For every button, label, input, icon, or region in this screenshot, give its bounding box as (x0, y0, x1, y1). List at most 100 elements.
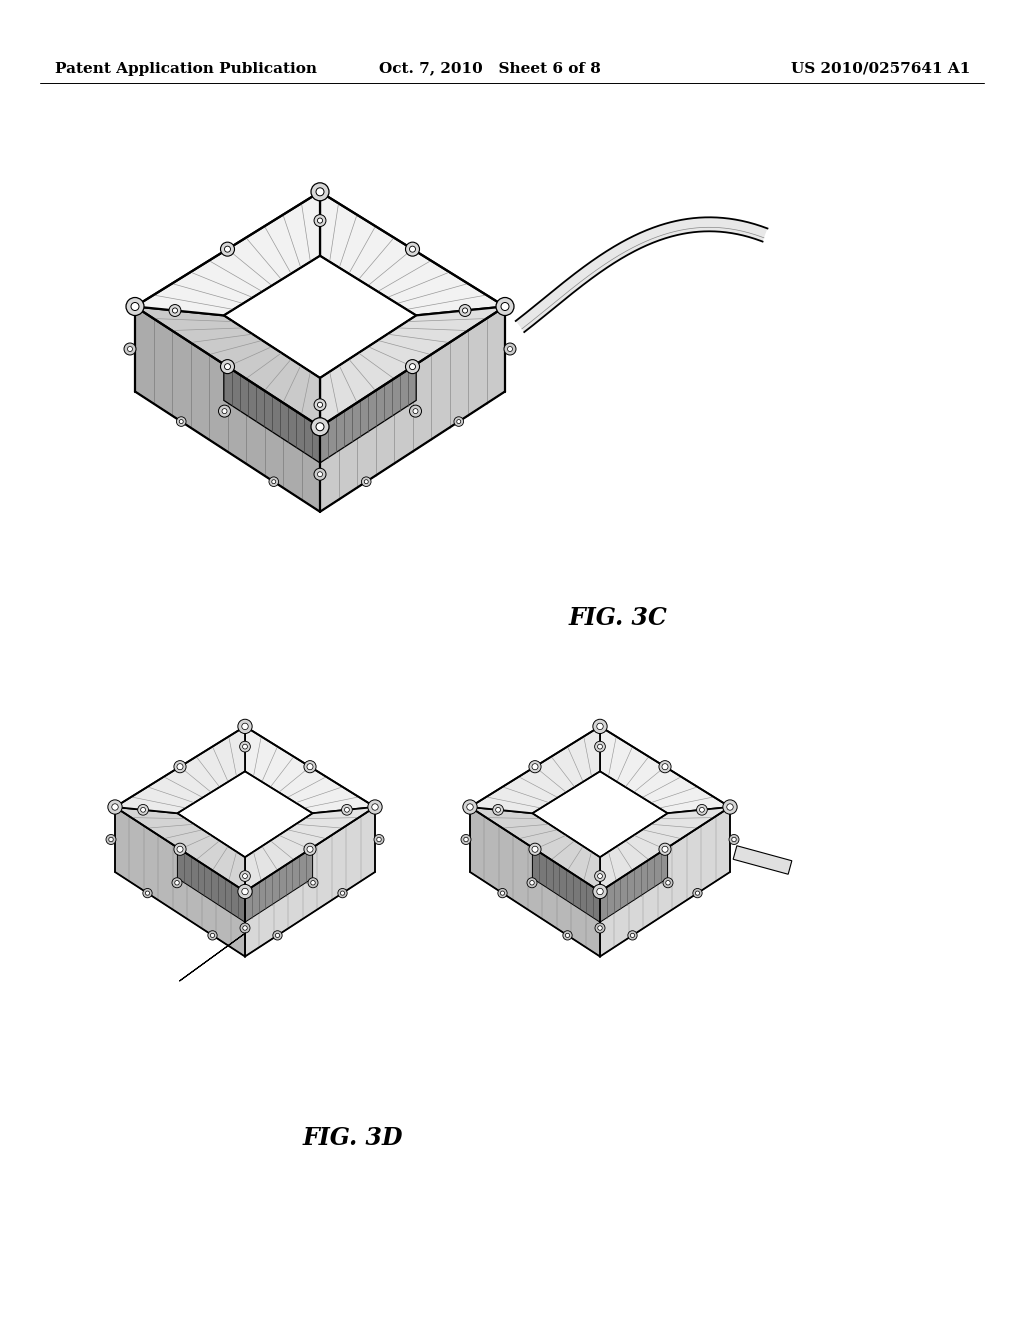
Circle shape (457, 420, 461, 424)
Circle shape (143, 888, 153, 898)
Circle shape (361, 477, 371, 487)
Polygon shape (600, 726, 730, 813)
Circle shape (598, 925, 602, 931)
Polygon shape (115, 807, 245, 891)
Circle shape (496, 808, 501, 812)
Circle shape (598, 744, 602, 748)
Text: US 2010/0257641 A1: US 2010/0257641 A1 (791, 62, 970, 75)
Circle shape (662, 764, 668, 770)
Circle shape (723, 800, 737, 814)
Circle shape (595, 742, 605, 752)
Circle shape (314, 469, 326, 480)
Circle shape (662, 846, 668, 853)
Circle shape (529, 760, 541, 772)
Circle shape (406, 242, 420, 256)
Circle shape (220, 242, 234, 256)
Circle shape (108, 800, 122, 814)
Polygon shape (135, 306, 319, 512)
Circle shape (342, 804, 352, 816)
Circle shape (372, 804, 378, 810)
Circle shape (179, 420, 183, 424)
Polygon shape (470, 807, 600, 957)
Circle shape (527, 878, 537, 888)
Circle shape (727, 804, 733, 810)
Polygon shape (135, 306, 319, 426)
Circle shape (598, 874, 602, 879)
Polygon shape (319, 306, 505, 512)
Circle shape (593, 719, 607, 734)
Circle shape (137, 804, 148, 816)
Polygon shape (245, 807, 375, 891)
Circle shape (663, 878, 673, 888)
Circle shape (504, 343, 516, 355)
Circle shape (174, 760, 186, 772)
Circle shape (224, 246, 230, 252)
Circle shape (565, 933, 569, 937)
Circle shape (658, 843, 671, 855)
Circle shape (316, 187, 324, 195)
Circle shape (242, 723, 248, 730)
Text: FIG. 3D: FIG. 3D (302, 1126, 402, 1150)
Circle shape (529, 880, 535, 884)
Circle shape (271, 479, 275, 483)
Polygon shape (115, 726, 245, 813)
Circle shape (410, 405, 422, 417)
Circle shape (464, 837, 468, 842)
Circle shape (628, 931, 637, 940)
Polygon shape (319, 306, 505, 426)
Circle shape (732, 837, 736, 842)
Circle shape (238, 884, 252, 899)
Circle shape (169, 305, 181, 317)
Circle shape (461, 834, 471, 845)
Polygon shape (470, 726, 600, 813)
Circle shape (317, 471, 323, 477)
Circle shape (240, 923, 250, 933)
Circle shape (593, 884, 607, 899)
Circle shape (410, 246, 416, 252)
Circle shape (174, 843, 186, 855)
Circle shape (463, 308, 468, 313)
Circle shape (175, 880, 179, 884)
Circle shape (317, 218, 323, 223)
Circle shape (493, 804, 504, 816)
Circle shape (269, 477, 279, 487)
Polygon shape (600, 807, 730, 957)
Circle shape (124, 343, 136, 355)
Polygon shape (245, 813, 312, 923)
Circle shape (218, 405, 230, 417)
Circle shape (374, 834, 384, 845)
Polygon shape (600, 813, 668, 923)
Circle shape (316, 422, 324, 430)
Circle shape (467, 804, 473, 810)
Circle shape (368, 800, 382, 814)
Circle shape (501, 302, 509, 310)
Circle shape (531, 764, 538, 770)
Circle shape (729, 834, 739, 845)
Circle shape (498, 888, 507, 898)
Circle shape (597, 723, 603, 730)
Circle shape (304, 843, 316, 855)
Polygon shape (115, 807, 245, 957)
Circle shape (243, 744, 248, 748)
Circle shape (317, 403, 323, 408)
Circle shape (344, 808, 349, 812)
Circle shape (275, 933, 280, 937)
Circle shape (406, 359, 420, 374)
Circle shape (128, 346, 132, 351)
Circle shape (140, 808, 145, 812)
Circle shape (311, 417, 329, 436)
Circle shape (413, 409, 418, 413)
Circle shape (496, 297, 514, 315)
Circle shape (595, 923, 605, 933)
Polygon shape (516, 218, 767, 333)
Circle shape (563, 931, 572, 940)
Circle shape (454, 417, 464, 426)
Polygon shape (600, 807, 730, 891)
Circle shape (272, 931, 283, 940)
Circle shape (177, 764, 183, 770)
Circle shape (307, 846, 313, 853)
Circle shape (177, 846, 183, 853)
Circle shape (410, 363, 416, 370)
Circle shape (126, 297, 144, 315)
Circle shape (176, 417, 186, 426)
